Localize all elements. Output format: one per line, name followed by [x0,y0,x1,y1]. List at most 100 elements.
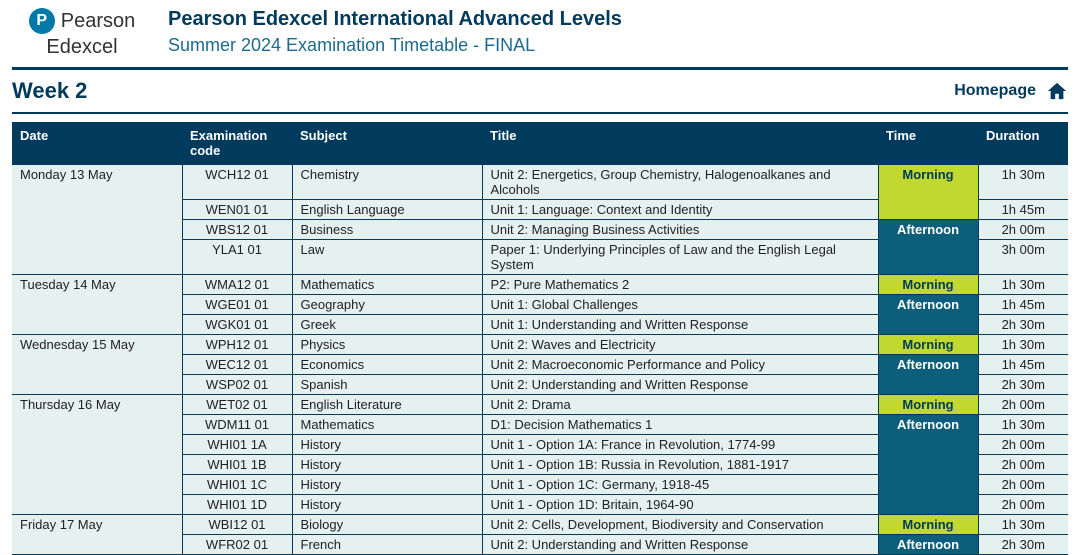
subject-cell: Greek [292,315,482,335]
time-cell: Afternoon [878,295,978,335]
title-cell: Unit 2: Cells, Development, Biodiversity… [482,515,878,535]
th-time: Time [878,122,978,165]
exam-code: YLA1 01 [182,240,292,275]
date-cell: Tuesday 14 May [12,275,182,335]
th-duration: Duration [978,122,1068,165]
title-cell: Unit 1: Language: Context and Identity [482,200,878,220]
date-cell: Wednesday 15 May [12,335,182,395]
subject-cell: Law [292,240,482,275]
title-cell: Unit 1 - Option 1B: Russia in Revolution… [482,455,878,475]
duration-cell: 2h 30m [978,375,1068,395]
exam-code: WSP02 01 [182,375,292,395]
title-cell: Unit 2: Macroeconomic Performance and Po… [482,355,878,375]
th-code-l2: code [190,143,284,158]
duration-cell: 2h 00m [978,475,1068,495]
exam-code: WHI01 1C [182,475,292,495]
title-cell: D1: Decision Mathematics 1 [482,415,878,435]
title-cell: Unit 2: Drama [482,395,878,415]
date-cell: Monday 13 May [12,165,182,275]
title-cell: Unit 2: Energetics, Group Chemistry, Hal… [482,165,878,200]
title-cell: Unit 1 - Option 1A: France in Revolution… [482,435,878,455]
page-subtitle: Summer 2024 Examination Timetable - FINA… [168,35,1068,56]
exam-code: WGK01 01 [182,315,292,335]
time-cell: Morning [878,335,978,355]
exam-code: WGE01 01 [182,295,292,315]
exam-code: WHI01 1B [182,455,292,475]
duration-cell: 1h 30m [978,165,1068,200]
time-cell: Morning [878,165,978,220]
subject-cell: History [292,455,482,475]
title-cell: Paper 1: Underlying Principles of Law an… [482,240,878,275]
title-cell: Unit 2: Managing Business Activities [482,220,878,240]
exam-code: WBS12 01 [182,220,292,240]
week-label: Week 2 [12,78,87,104]
subject-cell: Mathematics [292,275,482,295]
divider-mid [12,112,1068,114]
table-row: Thursday 16 MayWET02 01English Literatur… [12,395,1068,415]
page-title: Pearson Edexcel International Advanced L… [168,8,1068,31]
brand-logo: P Pearson Edexcel [12,8,152,59]
subject-cell: English Literature [292,395,482,415]
table-row: Monday 13 MayWCH12 01ChemistryUnit 2: En… [12,165,1068,200]
homepage-link[interactable]: Homepage [954,82,1036,100]
time-cell: Afternoon [878,355,978,395]
duration-cell: 1h 30m [978,415,1068,435]
duration-cell: 2h 30m [978,535,1068,555]
duration-cell: 1h 30m [978,335,1068,355]
exam-code: WEN01 01 [182,200,292,220]
table-row: Friday 17 MayWBI12 01BiologyUnit 2: Cell… [12,515,1068,535]
time-cell: Morning [878,275,978,295]
title-cell: Unit 1 - Option 1D: Britain, 1964-90 [482,495,878,515]
exam-code: WHI01 1D [182,495,292,515]
th-code: Examination code [182,122,292,165]
divider-top [12,67,1068,70]
title-cell: Unit 2: Understanding and Written Respon… [482,535,878,555]
duration-cell: 2h 00m [978,395,1068,415]
time-cell: Morning [878,395,978,415]
pearson-badge-icon: P [29,8,55,34]
subject-cell: Chemistry [292,165,482,200]
duration-cell: 2h 00m [978,495,1068,515]
date-cell: Friday 17 May [12,515,182,555]
th-title: Title [482,122,878,165]
duration-cell: 1h 30m [978,275,1068,295]
duration-cell: 1h 45m [978,200,1068,220]
subject-cell: History [292,495,482,515]
subject-cell: French [292,535,482,555]
exam-code: WEC12 01 [182,355,292,375]
subject-cell: Physics [292,335,482,355]
table-row: Wednesday 15 MayWPH12 01PhysicsUnit 2: W… [12,335,1068,355]
home-icon[interactable] [1046,81,1068,101]
duration-cell: 2h 00m [978,455,1068,475]
exam-code: WDM11 01 [182,415,292,435]
subject-cell: English Language [292,200,482,220]
exam-code: WBI12 01 [182,515,292,535]
subject-cell: Biology [292,515,482,535]
title-cell: P2: Pure Mathematics 2 [482,275,878,295]
timetable: Date Examination code Subject Title Time… [12,122,1068,555]
title-cell: Unit 2: Understanding and Written Respon… [482,375,878,395]
subject-cell: History [292,475,482,495]
duration-cell: 2h 30m [978,315,1068,335]
duration-cell: 1h 45m [978,295,1068,315]
table-row: Tuesday 14 MayWMA12 01MathematicsP2: Pur… [12,275,1068,295]
date-cell: Thursday 16 May [12,395,182,515]
page-header: P Pearson Edexcel Pearson Edexcel Intern… [12,8,1068,59]
th-code-l1: Examination [190,128,267,143]
title-cell: Unit 1: Understanding and Written Respon… [482,315,878,335]
table-header-row: Date Examination code Subject Title Time… [12,122,1068,165]
title-cell: Unit 2: Waves and Electricity [482,335,878,355]
time-cell: Afternoon [878,535,978,555]
subject-cell: History [292,435,482,455]
subject-cell: Business [292,220,482,240]
exam-code: WMA12 01 [182,275,292,295]
subject-cell: Geography [292,295,482,315]
duration-cell: 1h 30m [978,515,1068,535]
time-cell: Morning [878,515,978,535]
exam-code: WHI01 1A [182,435,292,455]
exam-code: WET02 01 [182,395,292,415]
time-cell: Afternoon [878,220,978,275]
exam-code: WCH12 01 [182,165,292,200]
subject-cell: Economics [292,355,482,375]
duration-cell: 2h 00m [978,220,1068,240]
